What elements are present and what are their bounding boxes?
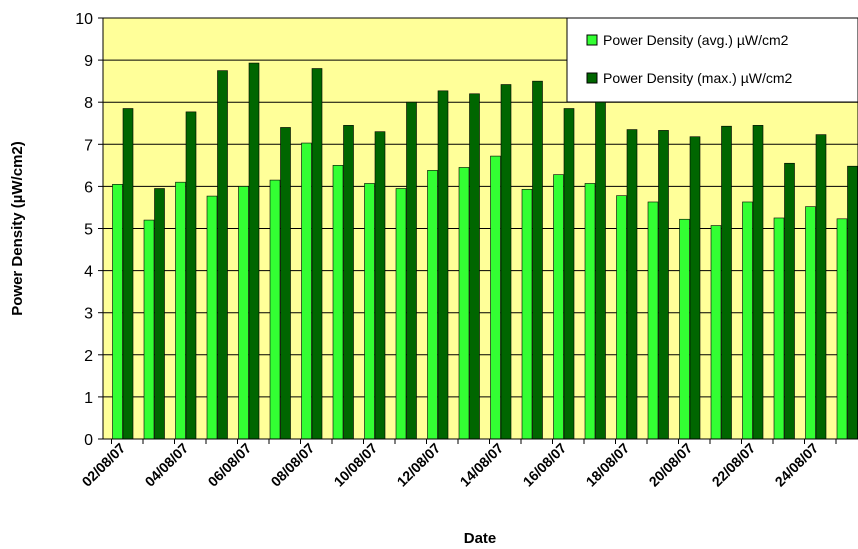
bar-max [469, 93, 480, 440]
bar-avg [647, 201, 659, 440]
x-tick-label: 14/08/07 [457, 440, 507, 490]
bar-avg [553, 174, 564, 440]
y-tick-label: 2 [84, 348, 93, 365]
bar-max [595, 101, 606, 440]
bar-avg [332, 165, 344, 440]
bar-avg [521, 189, 533, 440]
x-tick-label: 16/08/07 [520, 440, 570, 490]
y-tick-label: 1 [84, 390, 93, 407]
bar-max [437, 90, 449, 440]
bars [112, 62, 858, 440]
x-tick-label: 22/08/07 [709, 440, 759, 490]
bar-max [721, 125, 732, 440]
x-tick-label: 06/08/07 [205, 440, 255, 490]
bar-max [280, 127, 291, 440]
bar-avg [395, 188, 407, 440]
bar-avg [679, 218, 690, 440]
legend-swatch-avg [586, 34, 598, 46]
bar-avg [112, 183, 123, 440]
bar-max [752, 125, 764, 440]
bar-avg [490, 155, 501, 440]
y-tick-label: 9 [84, 53, 93, 70]
bar-max [847, 165, 858, 440]
bar-max [626, 129, 638, 440]
legend: Power Density (avg.) µW/cm2 Power Densit… [566, 17, 858, 103]
y-tick-label: 8 [84, 95, 93, 112]
bar-avg [805, 206, 816, 440]
y-tick-label: 0 [84, 432, 93, 449]
bar-avg [206, 195, 218, 440]
bar-avg [301, 142, 312, 440]
legend-swatch-max [586, 72, 598, 84]
legend-box [566, 17, 858, 103]
x-tick-label: 04/08/07 [142, 440, 192, 490]
x-tick-label: 10/08/07 [331, 440, 381, 490]
y-tick-label: 10 [75, 11, 93, 28]
y-tick-label: 5 [84, 222, 93, 239]
bar-max [689, 136, 701, 440]
bar-avg [427, 170, 438, 440]
x-tick-label: 12/08/07 [394, 440, 444, 490]
y-tick-label: 7 [84, 137, 93, 154]
bar-max [248, 62, 260, 440]
x-axis: 02/08/07 04/08/07 06/08/07 08/08/07 10/08/07… [79, 438, 858, 490]
bar-avg [616, 195, 627, 440]
bar-max [532, 80, 543, 440]
bar-max [217, 70, 228, 440]
bar-max [500, 84, 512, 440]
x-axis-title: Date [464, 530, 497, 547]
bar-max [122, 108, 134, 440]
bar-avg [238, 186, 249, 440]
x-tick-label: 18/08/07 [583, 440, 633, 490]
bar-max [563, 108, 575, 440]
bar-avg [773, 217, 785, 440]
bar-avg [175, 181, 186, 440]
bar-avg [710, 225, 722, 440]
bar-avg [836, 218, 848, 440]
bar-max [343, 125, 354, 440]
bar-avg [269, 179, 281, 440]
y-tick-label: 4 [84, 264, 93, 281]
x-tick-label: 24/08/07 [772, 440, 822, 490]
bar-avg [584, 183, 596, 440]
bar-max [154, 188, 165, 440]
x-tick-label: 08/08/07 [268, 440, 318, 490]
bar-max [374, 131, 386, 440]
bar-avg [143, 219, 155, 440]
bar-avg [742, 201, 753, 440]
bar-max [406, 101, 417, 440]
bar-max [311, 68, 323, 440]
y-tick-label: 6 [84, 179, 93, 196]
bar-max [185, 111, 197, 440]
bar-avg [458, 167, 470, 440]
bar-max [815, 134, 827, 440]
y-tick-label: 3 [84, 306, 93, 323]
y-axis: 0 1 2 3 4 5 6 7 8 9 10 [75, 11, 104, 449]
y-axis-title: Power Density (µW/cm2) [9, 141, 26, 316]
bar-avg [364, 183, 375, 440]
bar-max [784, 162, 795, 440]
legend-label-max: Power Density (max.) µW/cm2 [603, 70, 793, 86]
bar-max [658, 130, 669, 440]
legend-label-avg: Power Density (avg.) µW/cm2 [603, 32, 789, 48]
x-tick-label: 20/08/07 [646, 440, 696, 490]
